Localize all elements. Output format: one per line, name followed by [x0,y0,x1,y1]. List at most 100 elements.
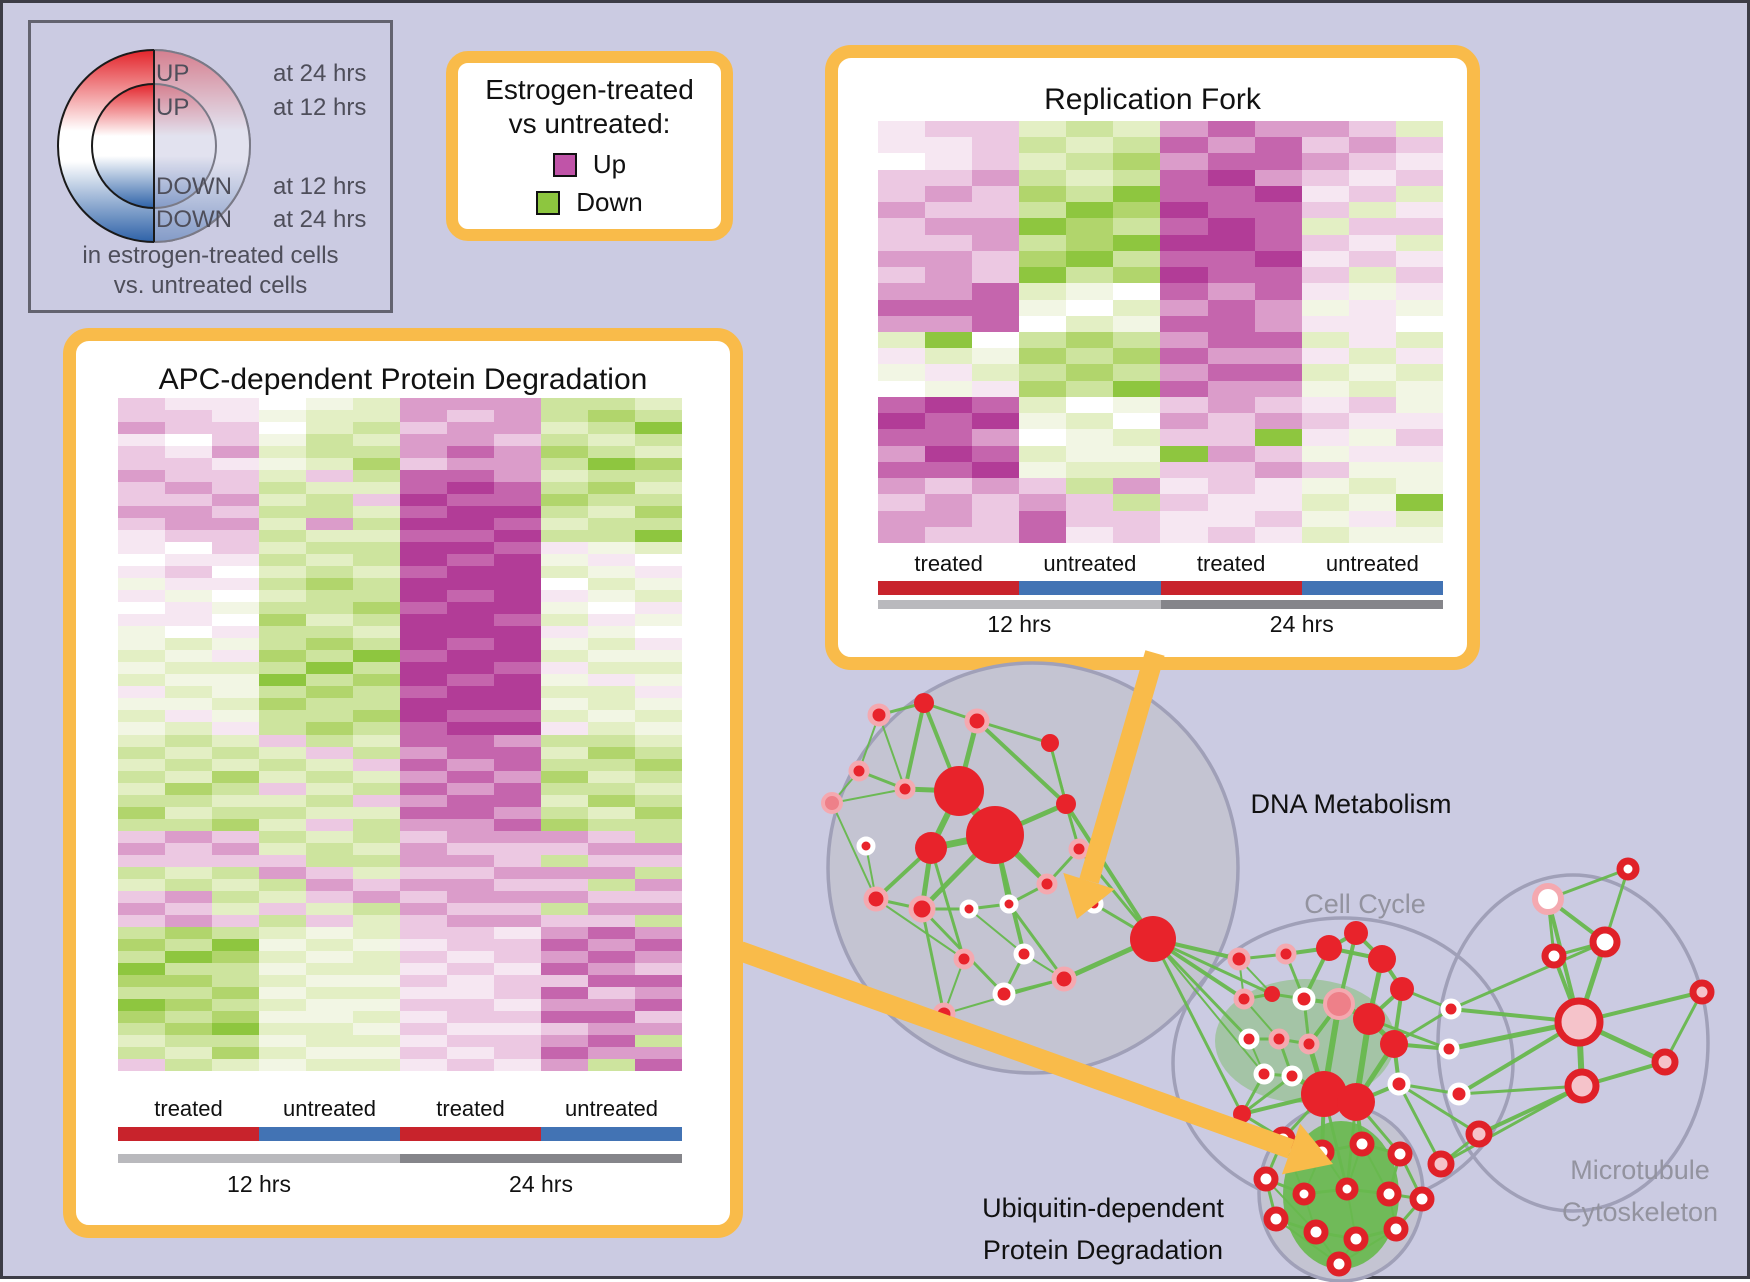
heatmap-cell [541,434,588,447]
gene-node [1233,988,1255,1010]
network-edge [1243,998,1280,1040]
network-edge [1322,1093,1349,1190]
heatmap-cell [447,494,494,507]
heatmap-cell [1160,267,1208,284]
heatmap-cell [1207,202,1255,219]
heatmap-cell [353,854,400,867]
network-edge [1275,1218,1340,1265]
heatmap-cell [212,614,259,627]
bar-12hrs [118,1154,400,1163]
network-edge [1328,931,1357,950]
heatmap-cell [541,818,588,831]
heatmap-cell [541,806,588,819]
network-edge [1401,987,1452,1011]
heatmap-cell [588,902,635,915]
heatmap-cell [541,782,588,795]
heatmap-cell [1160,185,1208,203]
dial-time-down12: at 12 hrs [273,173,367,200]
gene-node [1380,1030,1408,1058]
heatmap-cell [212,770,259,783]
network-edge [1064,802,1155,941]
network-edge [1320,1093,1326,1153]
network-edge [1448,1019,1580,1052]
heatmap-cell [118,578,165,591]
heatmap-cell [400,638,447,651]
heatmap-cell [1254,283,1302,300]
heatmap-cell [447,566,494,579]
heatmap-cell [588,734,635,747]
heatmap-cell [972,283,1020,300]
heatmap-cell [400,482,447,495]
heatmap-cell [494,782,541,795]
heatmap-cell [494,446,541,459]
heatmap-cell [212,746,259,759]
heatmap-cell [541,710,588,723]
heatmap-cell [212,830,259,843]
heatmap-cell [1395,250,1443,268]
dial-time-up24: at 24 hrs [273,60,367,87]
heatmap-cell [1160,510,1208,527]
heatmap-cell [878,299,926,316]
network-edge [1354,931,1384,961]
heatmap-cell [635,518,682,531]
heatmap-cell [494,1034,541,1047]
heatmap-cell [925,348,973,365]
network-edge [1553,940,1606,958]
heatmap-cell [1019,526,1067,543]
heatmap-cell [165,602,212,615]
heatmap-cell [306,566,353,579]
heatmap-cell [541,866,588,879]
heatmap-cell [259,950,306,963]
heatmap-cell [541,962,588,975]
ubiquitin-label-line1: Ubiquitin-dependent [982,1193,1224,1223]
network-edge [875,897,923,911]
gene-node [848,760,870,782]
treated-bar [118,1127,259,1141]
heatmap-cell [400,614,447,627]
heatmap-cell [1301,137,1349,154]
heatmap-cell [925,267,973,284]
heatmap-cell [212,626,259,639]
heatmap-cell [118,938,165,951]
heatmap-cell [165,638,212,651]
network-edge [1321,1151,1348,1190]
heatmap-cell [635,986,682,999]
gene-node [1344,921,1368,945]
network-edge [1547,867,1629,901]
heatmap-cell [447,662,494,675]
heatmap-cell [306,494,353,507]
heatmap-cell [1066,202,1114,219]
heatmap-cell [259,590,306,603]
heatmap-cell [1113,185,1161,203]
heatmap-cell [1207,445,1255,462]
heatmap-cell [1066,445,1114,462]
heatmap-cell [447,950,494,963]
network-edge [968,902,1010,911]
heatmap-cell [165,782,212,795]
heatmap-cell [400,902,447,915]
heatmap-cell [1160,429,1208,446]
heatmap-cell [165,974,212,987]
heatmap-cell [635,734,682,747]
heatmap-cell [1066,396,1114,414]
gene-node [966,806,1024,864]
network-edge [1321,1142,1363,1154]
heatmap-cell [588,806,635,819]
heatmap-cell [165,854,212,867]
heatmap-cell [118,1022,165,1035]
heatmap-cell [165,950,212,963]
heatmap-cell [541,770,588,783]
heatmap-cell [1395,267,1443,284]
network-edge [1049,742,1080,850]
network-edge [1152,937,1240,961]
gene-node [1275,943,1297,965]
heatmap-cell [447,602,494,615]
heatmap-cell [494,734,541,747]
heatmap-cell [306,686,353,699]
network-edge [920,907,1006,996]
heatmap-cell [541,842,588,855]
heatmap-cell [400,1010,447,1023]
heatmap-cell [306,938,353,951]
heatmap-cell [259,638,306,651]
heatmap-cell [165,866,212,879]
